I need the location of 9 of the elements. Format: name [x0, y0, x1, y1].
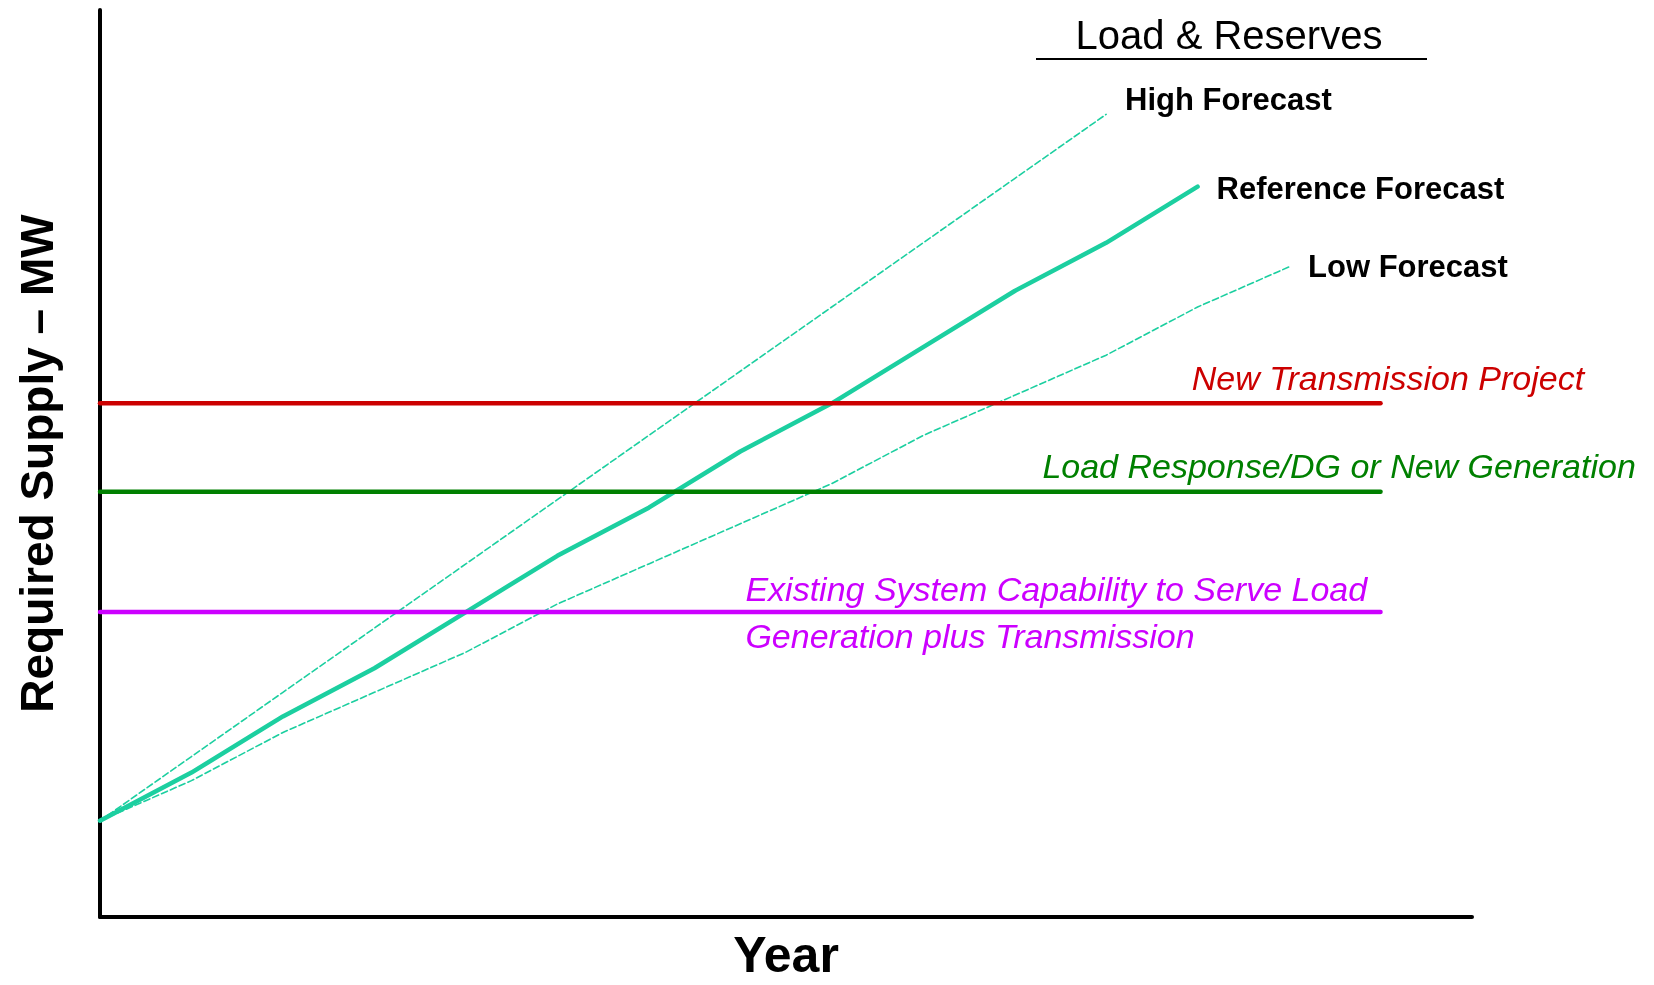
series-label: Load Response/DG or New Generation	[1042, 447, 1636, 486]
x-axis-title: Year	[733, 927, 839, 983]
series-label: Low Forecast	[1308, 249, 1508, 285]
chart-title: Load & Reserves	[1075, 13, 1383, 57]
series-label: High Forecast	[1125, 82, 1332, 118]
series-label: Existing System Capability to Serve Load Generation plus Transmission	[745, 569, 1369, 655]
series-label: New Transmission Project	[1191, 359, 1586, 398]
y-axis-title: Required Supply – MW	[11, 213, 63, 713]
series-label: Reference Forecast	[1216, 171, 1505, 207]
